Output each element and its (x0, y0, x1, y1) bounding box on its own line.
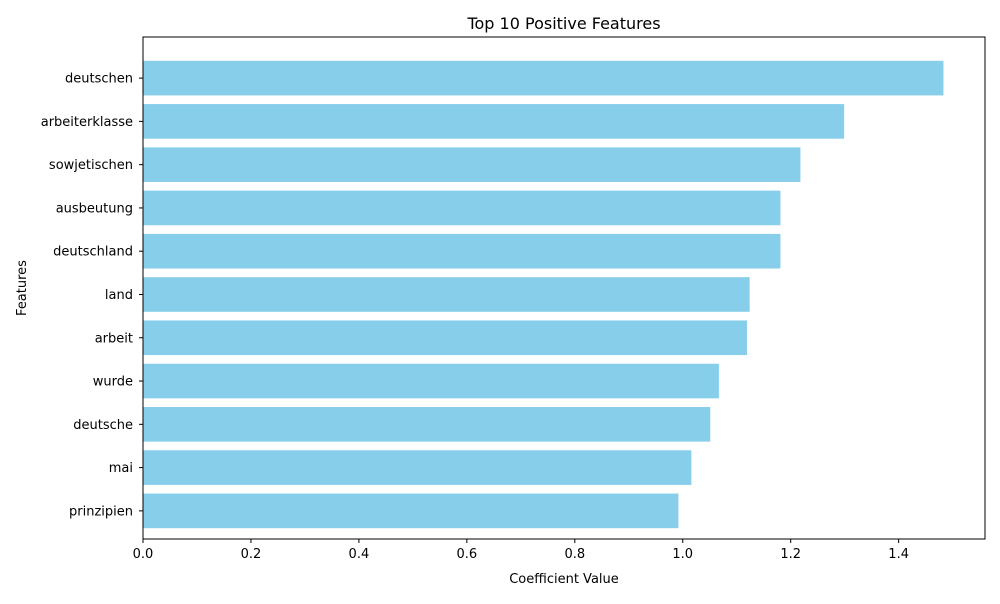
bars-layer (143, 60, 944, 529)
x-tick-label: 0.8 (564, 547, 585, 562)
x-axis: 0.0 0.2 0.4 0.6 0.8 1.0 1.2 1.4 (133, 539, 909, 562)
y-tick-label: sowjetischen (49, 158, 133, 173)
x-axis-label: Coefficient Value (509, 572, 619, 587)
bar-deutschland (143, 233, 781, 269)
x-tick-label: 0.6 (457, 547, 478, 562)
y-tick-label: prinzipien (69, 504, 133, 519)
y-tick-label: deutsche (73, 418, 133, 433)
x-tick-label: 1.4 (888, 547, 909, 562)
bar-prinzipien (143, 493, 679, 529)
y-tick-label: mai (109, 461, 133, 476)
bar-deutsche (143, 407, 711, 442)
plot-frame (142, 36, 986, 540)
y-tick-label: deutschland (53, 245, 133, 260)
x-tick-label: 0.2 (241, 547, 262, 562)
bar-deutschen (143, 60, 944, 96)
bar-arbeit (143, 320, 747, 356)
y-axis-label: Features (15, 260, 30, 316)
y-tick-label: wurde (93, 375, 133, 390)
y-tick-label: arbeiterklasse (41, 115, 133, 130)
bar-ausbeutung (143, 190, 781, 226)
x-tick-label: 0.4 (349, 547, 370, 562)
y-tick-label: deutschen (65, 72, 133, 87)
y-axis: deutschen arbeiterklasse sowjetischen ausbe… (41, 72, 143, 519)
bar-wurde (143, 363, 719, 399)
x-tick-label: 1.2 (780, 547, 801, 562)
bar-arbeiterklasse (143, 104, 845, 139)
chart-title: Top 10 Positive Features (466, 14, 660, 33)
x-tick-label: 1.0 (672, 547, 693, 562)
bar-mai (143, 450, 692, 485)
bar-sowjetischen (143, 147, 801, 182)
y-tick-label: ausbeutung (56, 201, 133, 216)
bar-land (143, 277, 750, 312)
y-tick-label: arbeit (95, 331, 133, 346)
x-tick-label: 0.0 (133, 547, 154, 562)
y-tick-label: land (105, 288, 133, 303)
